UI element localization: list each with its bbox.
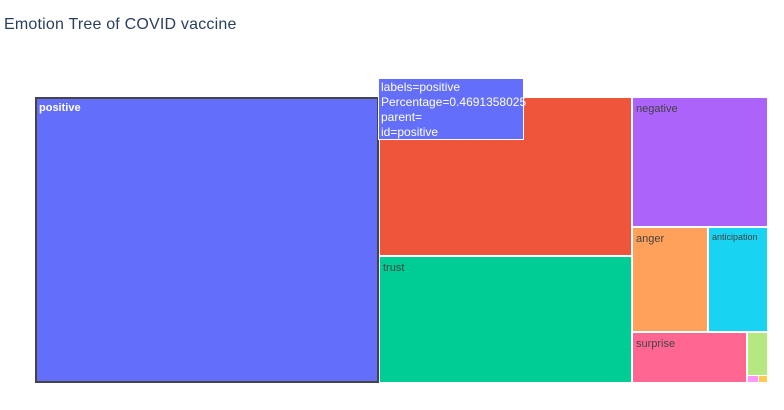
treemap-label-negative: negative	[636, 103, 678, 115]
treemap-tile-anticipation[interactable]	[709, 228, 767, 331]
page-title: Emotion Tree of COVID vaccine	[4, 16, 237, 33]
treemap-label-trust: trust	[383, 262, 404, 274]
tooltip-percentage-line: Percentage=0.4691358025	[381, 95, 527, 109]
treemap-tile-positive[interactable]	[35, 97, 379, 383]
treemap-tile-segment-10[interactable]	[759, 376, 767, 382]
treemap-tile-negative[interactable]	[633, 98, 767, 226]
treemap-tile-anger[interactable]	[633, 228, 707, 331]
treemap-label-positive: positive	[39, 102, 81, 114]
treemap-tile-segment-9[interactable]	[748, 376, 758, 382]
treemap-label-anticipation: anticipation	[712, 232, 758, 242]
tooltip-parent-line: parent=	[381, 110, 423, 124]
treemap-tile-trust[interactable]	[380, 257, 631, 382]
treemap-label-anger: anger	[636, 233, 664, 245]
tooltip-label-line: labels=positive	[381, 80, 461, 94]
treemap-tile-surprise[interactable]	[633, 333, 746, 382]
hover-tooltip: labels=positive Percentage=0.4691358025 …	[378, 78, 527, 140]
treemap-tile-segment-8[interactable]	[748, 333, 767, 375]
treemap-label-surprise: surprise	[636, 338, 675, 350]
tooltip-id-line: id=positive	[381, 125, 439, 139]
